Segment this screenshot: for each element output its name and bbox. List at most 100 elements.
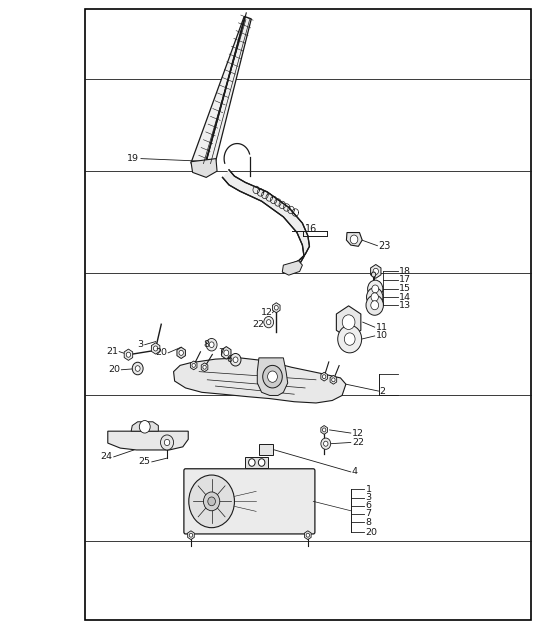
Circle shape	[189, 475, 234, 528]
Polygon shape	[191, 159, 217, 177]
Circle shape	[258, 458, 265, 466]
Text: 6: 6	[226, 355, 232, 364]
Circle shape	[323, 428, 326, 432]
Text: 14: 14	[398, 293, 410, 301]
Circle shape	[372, 272, 376, 277]
Polygon shape	[371, 264, 381, 278]
Circle shape	[267, 320, 271, 325]
Polygon shape	[201, 363, 208, 372]
FancyBboxPatch shape	[184, 468, 315, 534]
Polygon shape	[108, 431, 188, 450]
Text: 20: 20	[366, 528, 378, 536]
Circle shape	[368, 280, 383, 298]
Circle shape	[209, 342, 214, 347]
Polygon shape	[190, 361, 197, 370]
Text: 18: 18	[398, 267, 410, 276]
Text: 8: 8	[366, 517, 372, 526]
Text: 13: 13	[398, 301, 411, 310]
Text: 20: 20	[108, 365, 120, 374]
Circle shape	[140, 421, 150, 433]
Polygon shape	[173, 358, 346, 403]
Polygon shape	[245, 457, 268, 467]
Text: 11: 11	[376, 323, 388, 332]
Circle shape	[135, 365, 140, 371]
Polygon shape	[124, 349, 132, 360]
Circle shape	[189, 533, 193, 537]
Circle shape	[161, 435, 173, 450]
Circle shape	[338, 325, 362, 353]
Text: 17: 17	[398, 275, 410, 284]
Polygon shape	[177, 347, 185, 359]
Text: 21: 21	[106, 347, 118, 356]
Text: 19: 19	[128, 154, 140, 163]
Polygon shape	[347, 232, 362, 246]
Circle shape	[208, 497, 215, 506]
Circle shape	[263, 365, 282, 388]
Text: 22: 22	[352, 438, 364, 447]
Circle shape	[230, 354, 241, 366]
Polygon shape	[272, 303, 280, 313]
Bar	[85, 9, 531, 620]
Polygon shape	[259, 444, 272, 455]
Polygon shape	[321, 426, 328, 435]
Circle shape	[366, 295, 383, 315]
Text: 3: 3	[137, 340, 144, 349]
Polygon shape	[152, 343, 160, 354]
Circle shape	[324, 441, 328, 447]
Polygon shape	[305, 531, 311, 539]
Circle shape	[132, 362, 143, 375]
Circle shape	[371, 301, 379, 310]
Circle shape	[179, 350, 183, 355]
Text: 15: 15	[398, 284, 410, 293]
Text: 24: 24	[100, 452, 112, 462]
Circle shape	[342, 315, 355, 330]
Circle shape	[274, 305, 278, 310]
Text: 6: 6	[366, 501, 372, 510]
Circle shape	[344, 333, 355, 345]
Text: 2: 2	[379, 387, 386, 396]
Polygon shape	[257, 358, 288, 396]
Polygon shape	[222, 170, 310, 273]
Circle shape	[165, 440, 169, 446]
Text: 4: 4	[352, 467, 358, 477]
Text: 12: 12	[352, 428, 364, 438]
Polygon shape	[282, 261, 302, 275]
Circle shape	[306, 533, 310, 537]
Circle shape	[264, 317, 274, 328]
Text: 12: 12	[261, 308, 272, 317]
Circle shape	[321, 438, 331, 450]
Circle shape	[332, 378, 335, 382]
Circle shape	[249, 458, 255, 466]
Text: 10: 10	[376, 332, 388, 340]
Circle shape	[206, 338, 217, 351]
Polygon shape	[187, 531, 194, 539]
Circle shape	[203, 492, 220, 511]
Text: 1: 1	[366, 485, 372, 494]
Circle shape	[350, 235, 358, 244]
Polygon shape	[131, 422, 159, 431]
Circle shape	[224, 350, 229, 355]
Text: 22: 22	[252, 320, 264, 328]
Text: 16: 16	[305, 224, 317, 234]
Text: 3: 3	[366, 493, 372, 502]
Circle shape	[126, 352, 131, 357]
Circle shape	[268, 371, 277, 382]
Circle shape	[323, 375, 326, 379]
Circle shape	[372, 285, 379, 293]
Circle shape	[373, 268, 378, 274]
Text: 20: 20	[155, 349, 167, 357]
Text: 8: 8	[203, 340, 209, 349]
Circle shape	[154, 346, 158, 351]
Text: 23: 23	[379, 241, 391, 251]
Text: 25: 25	[139, 457, 151, 467]
Circle shape	[367, 288, 383, 306]
Circle shape	[203, 365, 206, 369]
Text: 7: 7	[218, 349, 224, 357]
Polygon shape	[330, 376, 337, 384]
Polygon shape	[336, 306, 361, 338]
Circle shape	[192, 364, 196, 367]
Text: 7: 7	[366, 509, 372, 518]
Polygon shape	[191, 16, 251, 168]
Polygon shape	[222, 347, 231, 359]
Circle shape	[233, 357, 238, 362]
